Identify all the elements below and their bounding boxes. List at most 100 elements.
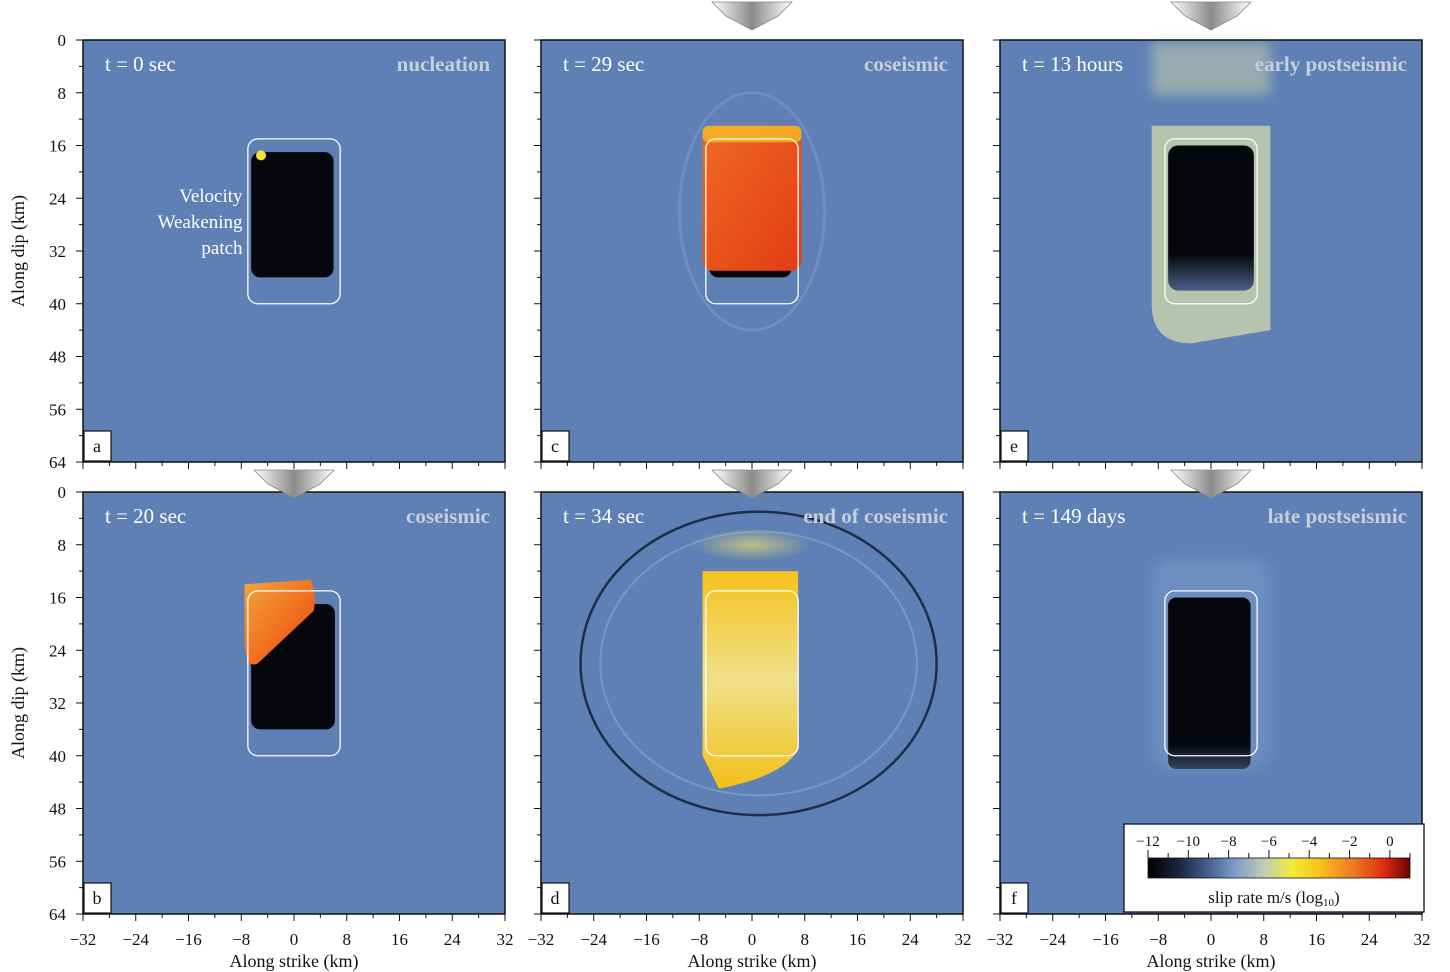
panel-letter: b [93,888,102,908]
y-axis-title: Along dip (km) [8,647,29,759]
colorbar-tick-label: −6 [1261,834,1277,850]
locked-region [1168,145,1254,291]
y-tick-label: 24 [49,189,67,208]
x-tick-label: −32 [528,930,555,949]
x-tick-label: 32 [1414,930,1431,949]
y-tick-label: 32 [49,242,66,261]
x-tick-label: 24 [1361,930,1379,949]
x-tick-label: −24 [122,930,149,949]
x-tick-label: 16 [391,930,408,949]
annotation-line: Weakening [158,212,243,233]
x-tick-label: 16 [1308,930,1325,949]
panel-phase-label: coseismic [864,52,948,76]
colorbar-label: slip rate m/s (log10) [1208,888,1339,909]
sequence-arrow [711,1,793,31]
colorbar-tick-label: −8 [1221,834,1237,850]
y-tick-label: 0 [58,483,67,502]
x-tick-label: 24 [902,930,920,949]
panel-letter-box [83,882,112,914]
x-tick-label: 24 [444,930,462,949]
panel-letter: c [551,436,559,456]
sequence-arrow [711,469,793,499]
x-tick-label: 32 [497,930,514,949]
panel-a: Velocity Weakening patch t = 0 sec nucleatio… [76,39,506,469]
colorbar-tick-label: −4 [1301,834,1317,850]
y-tick-label: 0 [58,31,67,50]
panel-letter-box [541,882,570,914]
x-tick-label: 8 [801,930,810,949]
panel-letter-box [1000,882,1029,914]
annotation-line: Velocity [179,186,243,207]
y-tick-label: 16 [49,589,66,608]
panel-phase-label: late postseismic [1268,504,1407,528]
y-tick-label: 40 [49,295,66,314]
panel-d: t = 34 sec end of coseismic d [534,491,964,921]
sequence-arrow [253,469,335,499]
vw-patch-outline [705,138,799,305]
x-tick-label: −32 [70,930,97,949]
colorbar-tick-label: 0 [1386,834,1394,850]
rupture-area [702,571,799,789]
x-tick-label: 8 [1260,930,1269,949]
rupture-front-edge [702,125,802,143]
colorbar-tick-label: −12 [1136,834,1159,850]
x-tick-label: 0 [1207,930,1216,949]
x-tick-label: −16 [633,930,660,949]
x-tick-label: −16 [1092,930,1119,949]
panel-time-label: t = 0 sec [105,52,176,76]
sequence-arrow [1170,469,1252,499]
wavefront-ring [677,91,827,332]
panel-b: t = 20 sec coseismic b [76,491,506,921]
sequence-arrow [1170,1,1252,31]
x-tick-label: 16 [849,930,866,949]
panel-letter-box [83,430,112,462]
rupture-area [702,125,802,271]
panel-phase-label: end of coseismic [803,504,948,528]
locked-region [1168,597,1251,769]
panel-time-label: t = 149 days [1022,504,1125,528]
y-tick-label: 48 [49,800,66,819]
x-tick-label: −16 [175,930,202,949]
y-tick-label: 64 [49,905,67,924]
x-tick-label: 8 [343,930,352,949]
x-tick-label: 0 [290,930,299,949]
surface-afterslip [1151,42,1271,95]
rupture-front [244,579,315,665]
wavefront-ring [579,510,938,817]
x-axis-title: Along strike (km) [230,951,359,972]
y-tick-label: 56 [49,400,66,419]
vw-patch-annotation: Velocity Weakening patch [158,186,243,259]
panel-time-label: t = 20 sec [105,504,186,528]
panel-e: t = 13 hours early postseismic e [993,39,1423,469]
colorbar-gradient [1147,857,1411,879]
y-tick-label: 64 [49,453,67,472]
panel-letter: d [551,888,560,908]
panel-f: t = 149 days late postseismic f [993,491,1423,921]
y-tick-label: 32 [49,694,66,713]
colorbar-tick-label: −2 [1342,834,1358,850]
panel-letter-box [1000,430,1029,462]
y-tick-label: 8 [58,84,67,103]
vw-patch-outline [1164,138,1258,305]
x-tick-label: 0 [748,930,757,949]
nucleation-spot [256,150,267,161]
vw-patch-outline [247,138,341,305]
panel-time-label: t = 29 sec [563,52,644,76]
x-tick-label: −24 [1039,930,1066,949]
x-tick-label: −8 [1149,930,1167,949]
y-tick-label: 56 [49,852,66,871]
x-tick-label: −8 [690,930,708,949]
x-axis-title: Along strike (km) [688,951,817,972]
x-tick-label: −24 [580,930,607,949]
x-axis-title: Along strike (km) [1147,951,1276,972]
panel-phase-label: early postseismic [1255,52,1407,76]
x-tick-label: −8 [232,930,250,949]
y-tick-label: 48 [49,348,66,367]
y-tick-label: 24 [49,641,67,660]
surface-glow [692,528,812,562]
colorbar-tick-label: −10 [1177,834,1200,850]
vw-patch-outline [247,590,341,757]
panel-letter-box [541,430,570,462]
vw-patch-outline [1164,590,1258,757]
